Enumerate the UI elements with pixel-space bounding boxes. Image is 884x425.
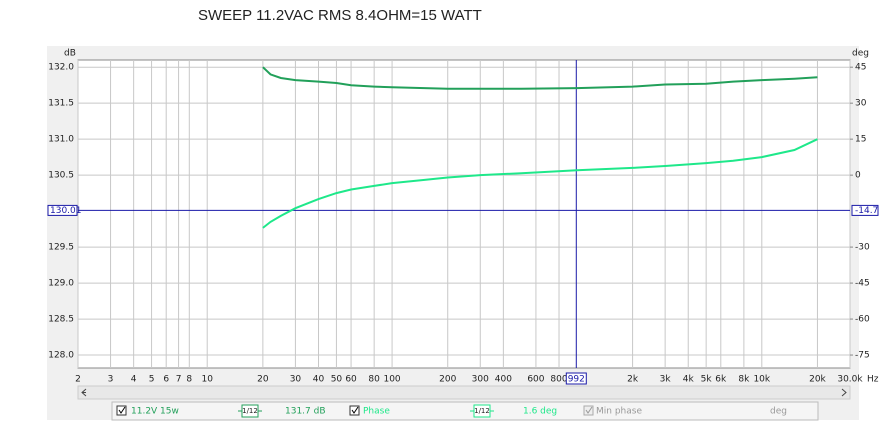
x-tick-label: 80 (368, 375, 380, 385)
x-tick-label: 30.0k (837, 375, 863, 385)
y2-tick-label: -30 (855, 243, 870, 253)
y2-unit: deg (852, 49, 869, 59)
x-tick-label: 4 (131, 375, 137, 385)
y-tick-label: 130.5 (48, 171, 74, 181)
smoothing-box[interactable] (473, 404, 491, 418)
plot-area (77, 59, 851, 369)
legend-bar (111, 401, 819, 421)
legend-readout: 131.7 dB (285, 407, 326, 417)
checkbox[interactable] (349, 405, 360, 416)
legend-min-phase: Min phase (596, 407, 642, 417)
legend-3 (583, 405, 594, 416)
checkbox[interactable] (116, 405, 127, 416)
x-tick-label: 30 (290, 375, 302, 385)
cursor-y-box (47, 204, 78, 216)
legend-min-phase-unit: deg (770, 407, 787, 417)
cursor-y2-box (851, 204, 879, 216)
y-tick-label: 131.5 (48, 99, 74, 109)
y2-tick-label: 0 (855, 171, 861, 181)
smoothing-label: 1/12 (474, 407, 490, 415)
y-unit: dB (64, 49, 76, 59)
y-tick-label: 132.0 (48, 63, 74, 73)
x-tick-label: 5k (701, 375, 713, 385)
legend-readout: 1.6 deg (523, 407, 557, 417)
x-tick-label: 600 (527, 375, 544, 385)
x-tick-label: 10 (201, 375, 213, 385)
legend-2 (349, 405, 360, 416)
x-tick-label: 50 (331, 375, 343, 385)
y-tick-label: 129.5 (48, 243, 74, 253)
x-tick-label: 20k (809, 375, 826, 385)
smoothing-box[interactable] (241, 404, 259, 418)
check (118, 406, 126, 414)
scroll-right[interactable] (841, 388, 847, 397)
chart-title: SWEEP 11.2VAC RMS 8.4OHM=15 WATT (198, 7, 482, 24)
cursor-y2-label: -14.7 (855, 206, 878, 216)
x-tick-label: 6 (163, 375, 169, 385)
x-tick-label: 5 (149, 375, 155, 385)
y2-tick-label: 45 (855, 63, 866, 73)
y2-tick-label: 30 (855, 99, 867, 109)
smoothing-label: 1/12 (242, 407, 258, 415)
x-tick-label: 300 (472, 375, 489, 385)
x-tick-label: 200 (439, 375, 456, 385)
check (351, 406, 359, 414)
y2-tick-label: -60 (855, 315, 870, 325)
x-tick-label: 40 (313, 375, 325, 385)
legend-1 (116, 405, 127, 416)
x-tick-label: 8 (186, 375, 192, 385)
x-tick-label: 2k (627, 375, 639, 385)
legend-name: Phase (363, 407, 390, 417)
x-tick-label: 7 (176, 375, 182, 385)
y-tick-label: 129.0 (48, 279, 74, 289)
cursor-x-box (565, 372, 587, 385)
x-tick-label: 60 (345, 375, 357, 385)
x-tick-label: 800 (550, 375, 567, 385)
y2-tick-label: -45 (855, 279, 870, 289)
scroll-left[interactable] (81, 388, 87, 397)
x-unit: Hz (867, 375, 879, 385)
y2-tick-label: 15 (855, 135, 866, 145)
y-tick-label: 128.5 (48, 315, 74, 325)
series-line (262, 138, 818, 229)
series-line (262, 66, 818, 90)
x-tick-label: 400 (495, 375, 512, 385)
x-tick-label: 4k (683, 375, 695, 385)
x-tick-label: 6k (715, 375, 727, 385)
y-tick-label: 128.0 (48, 351, 74, 361)
x-tick-label: 2 (75, 375, 81, 385)
check (585, 406, 593, 414)
scrollbar[interactable] (77, 385, 851, 400)
legend-name: 11.2V 15w (131, 407, 179, 417)
cursor-x-label: 992 (568, 375, 585, 385)
x-tick-label: 3k (660, 375, 672, 385)
y2-tick-label: -75 (855, 351, 870, 361)
x-tick-label: 20 (257, 375, 269, 385)
x-tick-label: 3 (108, 375, 114, 385)
x-tick-label: 100 (383, 375, 400, 385)
x-tick-label: 10k (753, 375, 770, 385)
checkbox (583, 405, 594, 416)
y-tick-label: 131.0 (48, 135, 74, 145)
x-tick-label: 8k (738, 375, 750, 385)
cursor-y-label: 130.01 (50, 206, 82, 216)
